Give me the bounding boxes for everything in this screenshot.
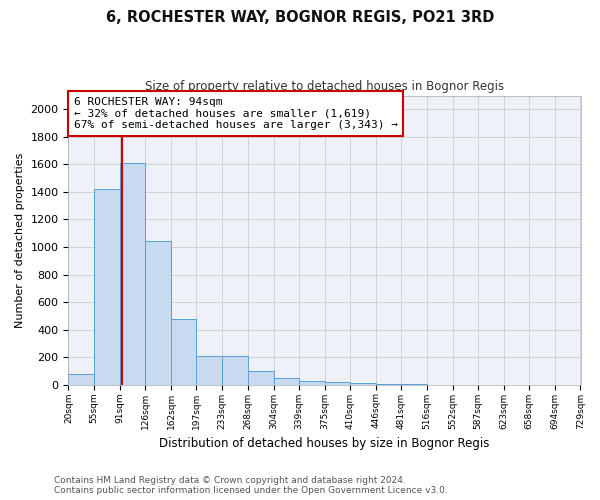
- Bar: [119, 163, 145, 384]
- Bar: [68, 374, 94, 384]
- Text: Contains HM Land Registry data © Crown copyright and database right 2024.
Contai: Contains HM Land Registry data © Crown c…: [54, 476, 448, 495]
- Bar: [299, 380, 325, 384]
- Title: Size of property relative to detached houses in Bognor Regis: Size of property relative to detached ho…: [145, 80, 504, 93]
- Bar: [248, 371, 274, 384]
- Bar: [94, 189, 119, 384]
- Bar: [350, 382, 376, 384]
- Text: 6, ROCHESTER WAY, BOGNOR REGIS, PO21 3RD: 6, ROCHESTER WAY, BOGNOR REGIS, PO21 3RD: [106, 10, 494, 25]
- Bar: [171, 318, 196, 384]
- Bar: [196, 356, 222, 384]
- Y-axis label: Number of detached properties: Number of detached properties: [15, 152, 25, 328]
- Bar: [222, 356, 248, 384]
- Bar: [145, 241, 171, 384]
- Bar: [274, 378, 299, 384]
- X-axis label: Distribution of detached houses by size in Bognor Regis: Distribution of detached houses by size …: [159, 437, 490, 450]
- Bar: [325, 382, 350, 384]
- Text: 6 ROCHESTER WAY: 94sqm
← 32% of detached houses are smaller (1,619)
67% of semi-: 6 ROCHESTER WAY: 94sqm ← 32% of detached…: [74, 97, 398, 130]
